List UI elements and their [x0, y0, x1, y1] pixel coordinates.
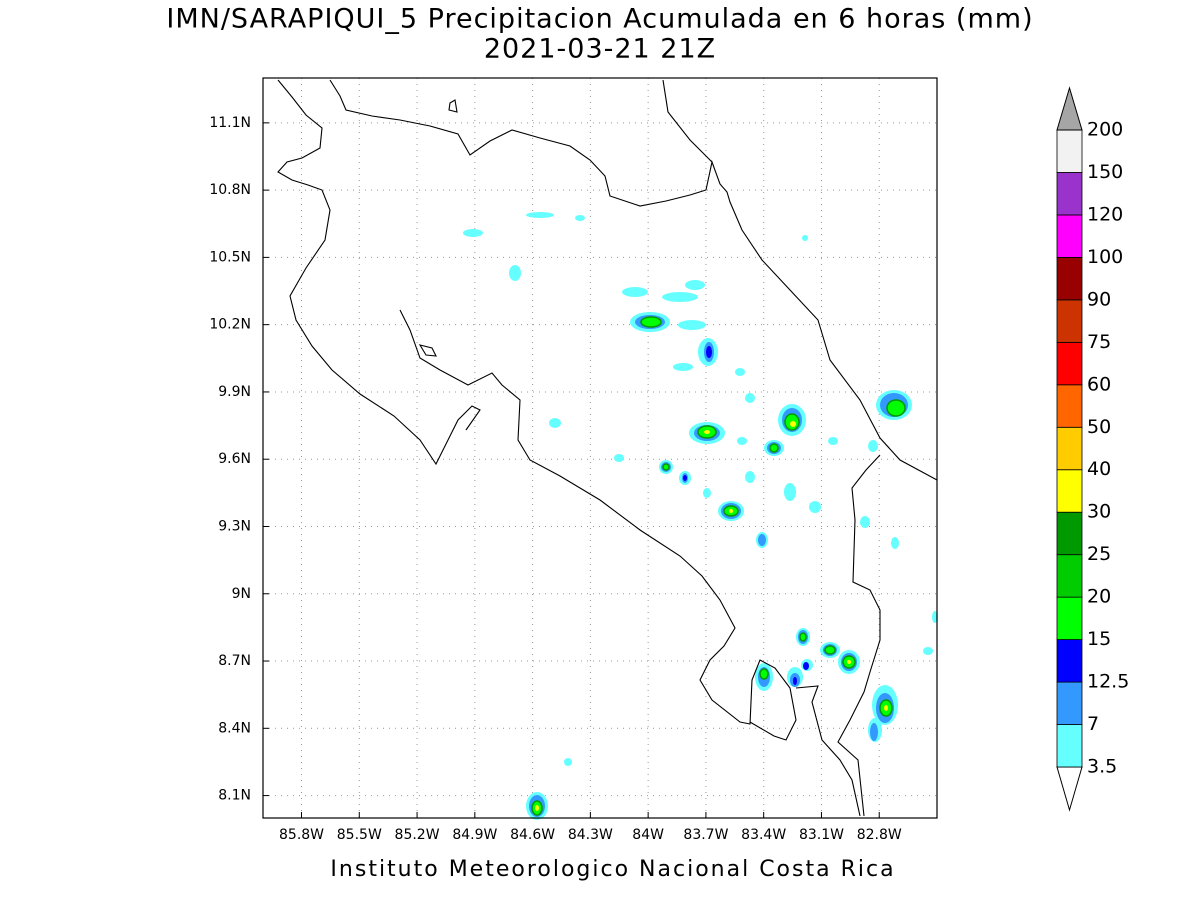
y-tick-label: 10.5N	[209, 249, 251, 265]
colorbar-label: 90	[1087, 288, 1111, 310]
x-tick-label: 83.7W	[683, 827, 728, 843]
colorbar-label: 120	[1087, 203, 1123, 225]
y-tick-label: 9.3N	[218, 518, 251, 534]
colorbar-swatch	[1056, 511, 1083, 556]
title: IMN/SARAPIQUI_5 Precipitacion Acumulada …	[166, 4, 1033, 35]
colorbar-label: 15	[1087, 628, 1111, 650]
colorbar-swatch	[1056, 724, 1083, 768]
colorbar-arrow	[1056, 766, 1083, 812]
footer: Instituto Meteorologico Nacional Costa R…	[330, 857, 895, 882]
colorbar-label: 20	[1087, 586, 1111, 608]
y-tick-label: 8.1N	[218, 788, 251, 804]
colorbar-swatch	[1056, 299, 1083, 343]
precipitation	[463, 212, 938, 820]
y-tick-label: 8.7N	[218, 653, 251, 669]
subtitle: 2021-03-21 21Z	[484, 34, 716, 65]
colorbar-label: 50	[1087, 416, 1111, 438]
colorbar-label: 75	[1087, 331, 1111, 353]
colorbar-swatch	[1056, 639, 1083, 683]
y-tick-label: 10.2N	[209, 317, 251, 333]
colorbar-label: 25	[1087, 543, 1111, 565]
x-tick-label: 84.9W	[452, 827, 497, 843]
colorbar-swatch	[1056, 214, 1083, 258]
colorbar-swatch	[1056, 426, 1083, 471]
x-tick-label: 82.8W	[857, 827, 902, 843]
y-tick-label: 9.6N	[218, 451, 251, 467]
x-tick-label: 84W	[632, 827, 664, 843]
coastlines	[277, 79, 938, 817]
y-tick-label: 9.9N	[218, 384, 251, 400]
colorbar-label: 12.5	[1087, 671, 1129, 693]
colorbar-label: 60	[1087, 373, 1111, 395]
colorbar-label: 7	[1087, 713, 1099, 735]
colorbar-label: 3.5	[1087, 756, 1117, 778]
y-tick-label: 11.1N	[209, 115, 251, 131]
colorbar-arrow	[1056, 86, 1083, 131]
colorbar-label: 40	[1087, 458, 1111, 480]
grid	[263, 78, 937, 818]
colorbar-swatch	[1056, 341, 1083, 386]
colorbar-label: 150	[1087, 161, 1123, 183]
x-tick-label: 83.4W	[741, 827, 786, 843]
colorbar-swatch	[1056, 129, 1083, 173]
colorbar-swatch	[1056, 172, 1083, 216]
y-tick-label: 10.8N	[209, 182, 251, 198]
colorbar-swatch	[1056, 384, 1083, 428]
colorbar-swatch	[1056, 256, 1083, 301]
x-tick-label: 84.3W	[568, 827, 613, 843]
map-frame	[262, 77, 938, 819]
y-tick-label: 9N	[232, 586, 251, 602]
y-tick-label: 8.4N	[218, 720, 251, 736]
x-tick-label: 85.8W	[279, 827, 324, 843]
colorbar-label: 30	[1087, 501, 1111, 523]
colorbar-swatch	[1056, 469, 1083, 513]
colorbar-swatch	[1056, 681, 1083, 725]
colorbar-swatch	[1056, 596, 1083, 641]
x-tick-label: 83.1W	[799, 827, 844, 843]
colorbar: 3.5 7 12.5 15 20 25 30 40 50 60 75 90 100 120 150 200	[1056, 86, 1129, 812]
colorbar-label: 200	[1087, 119, 1123, 141]
x-tick-label: 85.5W	[337, 827, 382, 843]
colorbar-label: 100	[1087, 246, 1123, 268]
x-tick-label: 85.2W	[395, 827, 440, 843]
colorbar-swatch	[1056, 554, 1083, 598]
x-tick-label: 84.6W	[510, 827, 555, 843]
